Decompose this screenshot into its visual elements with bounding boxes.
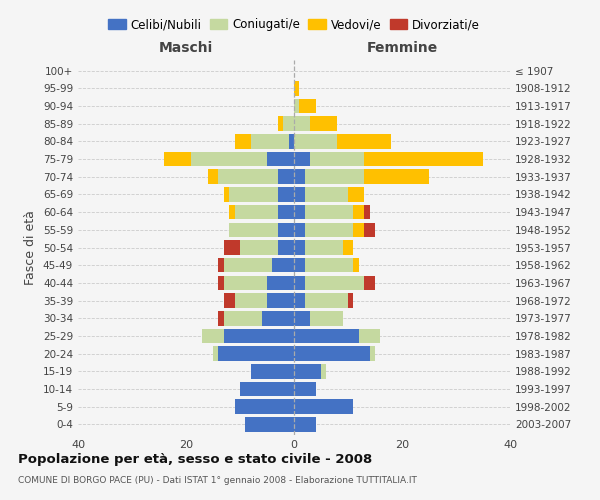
Bar: [294, 328, 359, 343]
Bar: [294, 187, 305, 202]
Bar: [235, 294, 267, 308]
Bar: [235, 400, 294, 414]
Bar: [240, 382, 294, 396]
Bar: [240, 240, 278, 255]
Bar: [267, 294, 294, 308]
Bar: [294, 417, 316, 432]
Bar: [353, 258, 359, 272]
Bar: [294, 170, 305, 184]
Bar: [267, 276, 294, 290]
Bar: [294, 98, 299, 113]
Bar: [278, 116, 283, 131]
Bar: [289, 134, 294, 148]
Bar: [364, 276, 375, 290]
Bar: [337, 134, 391, 148]
Bar: [310, 152, 364, 166]
Bar: [224, 258, 272, 272]
Bar: [224, 187, 229, 202]
Bar: [251, 364, 294, 378]
Bar: [364, 170, 429, 184]
Text: Femmine: Femmine: [367, 40, 437, 54]
Bar: [278, 222, 294, 237]
Bar: [278, 187, 294, 202]
Bar: [235, 205, 278, 220]
Bar: [305, 240, 343, 255]
Bar: [364, 152, 483, 166]
Bar: [321, 364, 326, 378]
Bar: [305, 187, 348, 202]
Bar: [235, 134, 251, 148]
Bar: [267, 152, 294, 166]
Bar: [213, 346, 218, 361]
Text: Maschi: Maschi: [159, 40, 213, 54]
Bar: [202, 328, 224, 343]
Bar: [229, 222, 278, 237]
Bar: [294, 134, 337, 148]
Bar: [218, 311, 224, 326]
Bar: [224, 240, 240, 255]
Bar: [294, 364, 321, 378]
Bar: [191, 152, 267, 166]
Bar: [278, 205, 294, 220]
Text: COMUNE DI BORGO PACE (PU) - Dati ISTAT 1° gennaio 2008 - Elaborazione TUTTITALIA: COMUNE DI BORGO PACE (PU) - Dati ISTAT 1…: [18, 476, 417, 485]
Bar: [294, 258, 305, 272]
Bar: [224, 276, 267, 290]
Bar: [294, 294, 305, 308]
Bar: [353, 222, 364, 237]
Bar: [251, 134, 289, 148]
Bar: [245, 417, 294, 432]
Bar: [364, 205, 370, 220]
Bar: [370, 346, 375, 361]
Bar: [218, 276, 224, 290]
Bar: [294, 311, 310, 326]
Legend: Celibi/Nubili, Coniugati/e, Vedovi/e, Divorziati/e: Celibi/Nubili, Coniugati/e, Vedovi/e, Di…: [103, 14, 485, 36]
Bar: [294, 205, 305, 220]
Bar: [208, 170, 218, 184]
Bar: [305, 222, 353, 237]
Bar: [305, 294, 348, 308]
Bar: [294, 400, 353, 414]
Bar: [283, 116, 294, 131]
Bar: [353, 205, 364, 220]
Bar: [294, 152, 310, 166]
Bar: [229, 187, 278, 202]
Bar: [218, 346, 294, 361]
Bar: [294, 240, 305, 255]
Bar: [294, 382, 316, 396]
Bar: [305, 258, 353, 272]
Bar: [224, 294, 235, 308]
Bar: [262, 311, 294, 326]
Bar: [294, 81, 299, 96]
Bar: [364, 222, 375, 237]
Bar: [310, 311, 343, 326]
Bar: [348, 294, 353, 308]
Bar: [272, 258, 294, 272]
Bar: [348, 187, 364, 202]
Bar: [343, 240, 353, 255]
Text: Popolazione per età, sesso e stato civile - 2008: Popolazione per età, sesso e stato civil…: [18, 452, 372, 466]
Bar: [305, 276, 364, 290]
Bar: [229, 205, 235, 220]
Bar: [278, 170, 294, 184]
Bar: [305, 170, 364, 184]
Bar: [164, 152, 191, 166]
Y-axis label: Fasce di età: Fasce di età: [25, 210, 37, 285]
Bar: [294, 346, 370, 361]
Bar: [359, 328, 380, 343]
Bar: [294, 276, 305, 290]
Bar: [294, 222, 305, 237]
Bar: [278, 240, 294, 255]
Bar: [294, 116, 310, 131]
Bar: [310, 116, 337, 131]
Bar: [299, 98, 316, 113]
Bar: [224, 328, 294, 343]
Bar: [218, 258, 224, 272]
Bar: [218, 170, 278, 184]
Bar: [224, 311, 262, 326]
Bar: [305, 205, 353, 220]
